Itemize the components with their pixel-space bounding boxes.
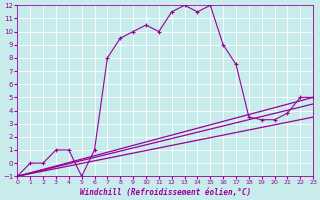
X-axis label: Windchill (Refroidissement éolien,°C): Windchill (Refroidissement éolien,°C) bbox=[80, 188, 251, 197]
